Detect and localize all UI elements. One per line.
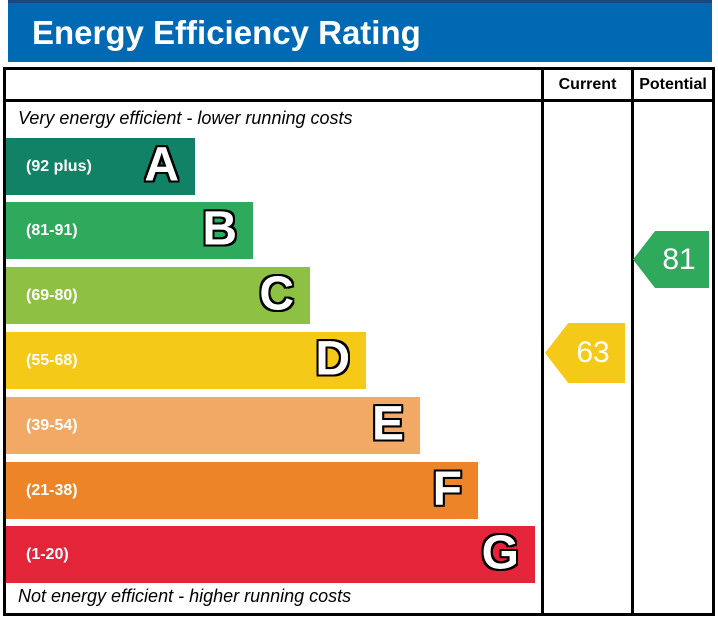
band-letter: C <box>259 267 294 321</box>
header-divider <box>6 99 712 102</box>
band-range-label: (21-38) <box>26 481 78 499</box>
band-range-label: (81-91) <box>26 221 78 239</box>
title-bar-top-edge <box>8 0 712 3</box>
current-column-header: Current <box>558 75 617 93</box>
band-letter: A <box>144 138 179 192</box>
current-rating-arrow: 63 <box>545 323 625 383</box>
efficiency-note-top: Very energy efficient - lower running co… <box>18 108 353 128</box>
potential-rating-value: 81 <box>662 242 696 276</box>
chart-title-bar: Energy Efficiency Rating <box>8 3 712 62</box>
band-row-e: (39-54) E <box>6 397 420 454</box>
current-rating-value: 63 <box>576 336 610 369</box>
band-range-label: (1-20) <box>26 545 69 563</box>
band-range-label: (55-68) <box>26 351 78 369</box>
band-range-label: (92 plus) <box>26 157 92 175</box>
current-column-divider <box>541 70 544 613</box>
band-row-a: (92 plus) A <box>6 138 195 195</box>
potential-column-divider <box>631 70 634 613</box>
band-row-d: (55-68) D <box>6 332 366 389</box>
band-letter: E <box>371 397 404 451</box>
band-letter: D <box>315 332 350 386</box>
band-row-f: (21-38) F <box>6 462 478 519</box>
band-row-b: (81-91) B <box>6 202 253 259</box>
band-range-label: (39-54) <box>26 416 78 434</box>
band-letter: B <box>202 202 237 256</box>
band-row-c: (69-80) C <box>6 267 310 324</box>
band-letter: F <box>432 462 462 516</box>
potential-rating-arrow: 81 <box>633 231 709 288</box>
potential-column-header: Potential <box>639 75 707 93</box>
rating-table: Current Potential Very energy efficient … <box>3 67 715 616</box>
chart-title: Energy Efficiency Rating <box>32 13 421 51</box>
band-row-g: (1-20) G <box>6 526 535 583</box>
efficiency-note-bottom: Not energy efficient - higher running co… <box>18 586 352 606</box>
band-letter: G <box>481 526 519 580</box>
band-range-label: (69-80) <box>26 286 78 304</box>
